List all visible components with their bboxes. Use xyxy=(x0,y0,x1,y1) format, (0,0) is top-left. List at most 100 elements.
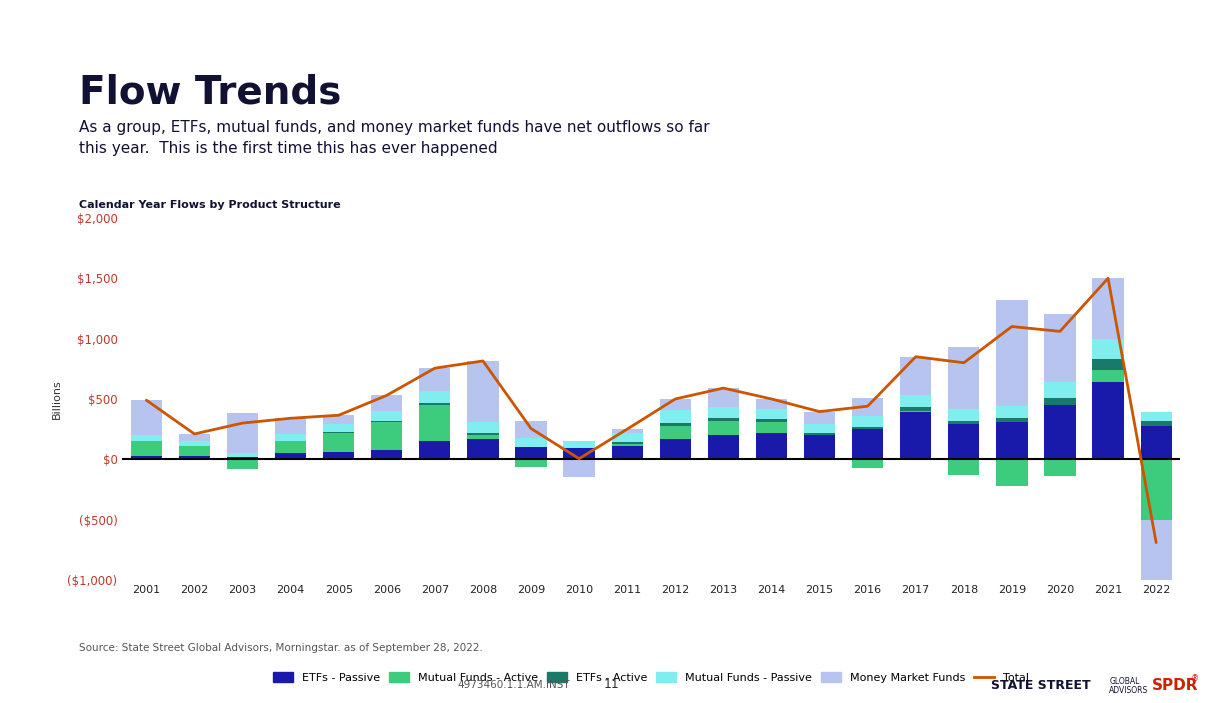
Bar xyxy=(804,433,835,435)
Bar xyxy=(467,433,499,435)
Bar xyxy=(1141,425,1172,459)
Bar xyxy=(179,434,210,441)
Bar xyxy=(323,415,355,424)
Bar xyxy=(1092,278,1124,339)
Text: As a group, ETFs, mutual funds, and money market funds have net outflows so far
: As a group, ETFs, mutual funds, and mone… xyxy=(79,120,711,155)
Bar xyxy=(852,416,883,427)
Bar xyxy=(900,412,932,459)
Bar xyxy=(659,410,691,423)
Bar xyxy=(612,429,643,433)
Bar xyxy=(564,449,594,459)
Bar xyxy=(948,347,980,408)
Bar xyxy=(852,398,883,416)
Bar xyxy=(997,459,1027,486)
Bar xyxy=(804,424,835,433)
Y-axis label: Billions: Billions xyxy=(51,379,61,419)
Bar xyxy=(900,356,932,395)
Bar xyxy=(515,459,547,467)
Bar xyxy=(419,441,450,459)
Text: 4973460.1.1.AM.INST: 4973460.1.1.AM.INST xyxy=(457,680,570,690)
Bar xyxy=(371,422,402,450)
Bar xyxy=(612,446,643,459)
Bar xyxy=(275,434,306,441)
Bar xyxy=(323,452,355,459)
Bar xyxy=(997,418,1027,422)
Bar xyxy=(900,411,932,412)
Bar xyxy=(997,422,1027,459)
Bar xyxy=(275,418,306,434)
Bar xyxy=(419,405,450,441)
Bar xyxy=(227,413,258,453)
Bar xyxy=(659,439,691,459)
Bar xyxy=(948,425,980,459)
Bar xyxy=(804,435,835,459)
Bar xyxy=(179,446,210,456)
Bar xyxy=(659,423,691,425)
Bar xyxy=(1092,370,1124,382)
Bar xyxy=(323,433,355,452)
Bar xyxy=(131,435,161,441)
Bar xyxy=(419,391,450,404)
Bar xyxy=(900,408,932,411)
Bar xyxy=(612,433,643,442)
Bar xyxy=(275,453,306,459)
Bar xyxy=(1141,412,1172,420)
Bar xyxy=(756,408,788,420)
Bar xyxy=(708,435,739,459)
Bar xyxy=(1044,382,1075,398)
Bar xyxy=(275,441,306,453)
Text: Flow Trends: Flow Trends xyxy=(79,74,342,112)
Bar xyxy=(227,457,258,459)
Bar xyxy=(804,412,835,424)
Bar xyxy=(756,433,788,459)
Bar xyxy=(323,424,355,432)
Bar xyxy=(419,368,450,391)
Bar xyxy=(756,422,788,433)
Bar xyxy=(1044,314,1075,382)
Bar xyxy=(564,459,594,477)
Bar xyxy=(948,408,980,420)
Bar xyxy=(1092,359,1124,370)
Text: SPDR: SPDR xyxy=(1152,678,1199,693)
Bar xyxy=(659,425,691,439)
Bar xyxy=(948,459,980,475)
Text: ®: ® xyxy=(1191,675,1200,683)
Bar xyxy=(227,459,258,469)
Bar xyxy=(467,435,499,439)
Bar xyxy=(467,423,499,433)
Bar xyxy=(708,418,739,420)
Bar xyxy=(1141,520,1172,590)
Bar xyxy=(756,420,788,422)
Bar xyxy=(1141,420,1172,425)
Bar xyxy=(1092,339,1124,359)
Bar xyxy=(948,420,980,425)
Bar xyxy=(131,456,161,459)
Bar xyxy=(900,395,932,408)
Bar xyxy=(852,459,883,467)
Bar xyxy=(131,441,161,456)
Bar xyxy=(997,300,1027,406)
Bar xyxy=(852,429,883,459)
Bar xyxy=(756,399,788,408)
Bar xyxy=(371,411,402,420)
Bar xyxy=(1044,459,1075,476)
Bar xyxy=(564,441,594,448)
Bar xyxy=(467,439,499,459)
Legend: ETFs - Passive, Mutual Funds - Active, ETFs - Active, Mutual Funds - Passive, Mo: ETFs - Passive, Mutual Funds - Active, E… xyxy=(274,672,1029,683)
Bar xyxy=(708,388,739,408)
Bar xyxy=(515,447,547,459)
Text: ADVISORS: ADVISORS xyxy=(1109,686,1148,695)
Bar xyxy=(371,450,402,459)
Text: 11: 11 xyxy=(604,678,619,690)
Bar xyxy=(708,408,739,418)
Bar xyxy=(515,421,547,438)
Text: STATE STREET: STATE STREET xyxy=(991,679,1090,692)
Bar xyxy=(659,399,691,410)
Bar xyxy=(997,406,1027,418)
Bar xyxy=(612,442,643,444)
Bar xyxy=(515,438,547,446)
Bar xyxy=(1044,405,1075,459)
Bar xyxy=(419,404,450,405)
Bar xyxy=(467,361,499,423)
Bar xyxy=(179,456,210,459)
